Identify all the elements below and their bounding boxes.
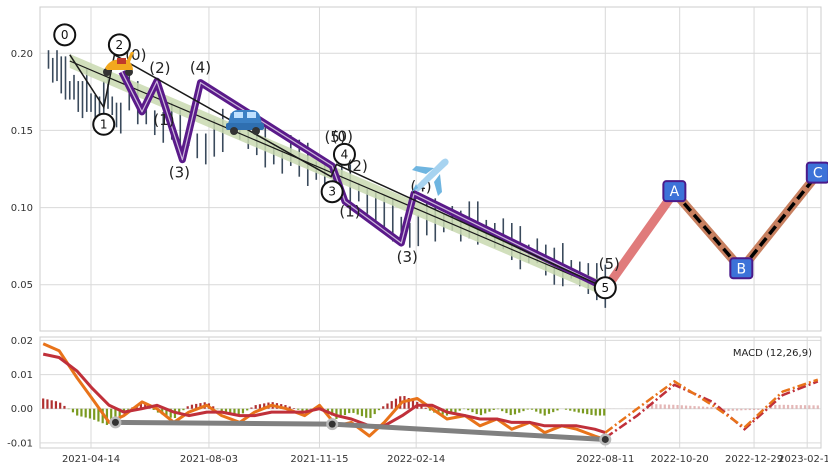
wave-circle-marker [593, 276, 617, 300]
wave-circle-label: 4 [341, 147, 349, 161]
airplane-icon [412, 158, 449, 196]
x-tick-label: 2023-02-17 [778, 454, 828, 465]
price-y-tick-label: 0.20 [11, 49, 33, 60]
projection-dashed-segment [739, 172, 820, 271]
x-tick-label: 2022-10-20 [651, 454, 709, 465]
x-tick-label: 2021-11-15 [290, 454, 348, 465]
macd-projection-line-a [604, 380, 819, 439]
secondary-wave [118, 70, 607, 291]
macd-trend-point [601, 435, 609, 443]
macd-y-tick-label: 0.00 [11, 404, 33, 415]
macd-y-tick-label: -0.01 [7, 438, 33, 449]
wave-paren-label: (3) [169, 164, 190, 182]
primary-wave-line [69, 53, 606, 289]
macd-line [42, 342, 606, 441]
wave-circle-marker [92, 112, 116, 136]
macd-trend-point [328, 420, 336, 428]
car-icon [226, 110, 264, 135]
macd-trend-point [111, 418, 119, 426]
wave-paren-label: (4) [190, 59, 211, 77]
price-y-tick-label: 0.15 [11, 126, 33, 137]
wave-paren-label: (1) [339, 202, 360, 220]
wave-circle-marker [53, 23, 77, 47]
projection-segment [600, 187, 679, 294]
x-axis-tick-labels: 2021-04-14 2021-08-03 2021-11-15 2022-02-14… [62, 454, 828, 465]
abc-box-label: C [813, 166, 823, 182]
wave-paren-label: (5) [599, 255, 620, 273]
wave-paren-label: (5) [324, 128, 345, 146]
macd-projection-line-b [604, 378, 819, 434]
x-tick-label: 2022-02-14 [387, 454, 445, 465]
wave-circle-label: 0 [61, 28, 69, 42]
wave-circle-marker [107, 33, 131, 57]
x-tick-label: 2022-08-11 [576, 454, 634, 465]
wave-paren-label: (0) [332, 128, 353, 146]
wave-labels: 012345(0)(1)(2)(3)(4)(5)(0)(1)(2)(3)(4)(… [53, 23, 828, 300]
abc-projection [600, 169, 823, 294]
abc-box-label: B [737, 261, 747, 277]
price-y-tick-label: 0.05 [11, 280, 33, 291]
primary-wave [69, 53, 606, 289]
price-panel: 0.05 0.10 0.15 0.20 0 1 2 3 4 5 (0) (1) (2) (3) (4) (5… [11, 6, 828, 332]
wave-circle-marker [332, 142, 356, 166]
wave-paren-label: (3) [397, 248, 418, 266]
secondary-wave-highlight [121, 71, 606, 289]
macd-y-tick-label: 0.02 [11, 336, 33, 347]
macd-label: MACD (12,26,9) [733, 348, 812, 359]
wave-circle-label: 5 [601, 281, 609, 295]
wave-paren-label: (2) [149, 59, 170, 77]
wave-paren-label: (1) [153, 111, 174, 129]
macd-y-tick-label: 0.01 [11, 370, 33, 381]
abc-box [729, 257, 754, 280]
abc-box [805, 161, 828, 184]
projection-dashed-segment [673, 190, 743, 271]
price-y-tick-label: 0.10 [11, 203, 33, 214]
macd-lines [42, 342, 819, 446]
abc-box-label: A [670, 184, 680, 200]
x-tick-label: 2021-04-14 [62, 454, 120, 465]
x-tick-label: 2022-12-29 [725, 454, 783, 465]
price-y-tick-labels: 0.05 0.10 0.15 0.20 [11, 49, 33, 291]
wave-paren-label: (2) [347, 157, 368, 175]
wave-circle-marker [320, 180, 344, 204]
wave-circle-label: 3 [328, 185, 336, 199]
signal-line [42, 352, 606, 435]
decorative-icons [103, 52, 449, 196]
abc-box [662, 180, 687, 203]
scooter-icon [103, 52, 134, 76]
wave-circle-label: 2 [116, 38, 124, 52]
wave-circle-label: 1 [100, 117, 108, 131]
macd-panel: -0.01 0.00 0.01 0.02 MACD (12,26,9) [7, 336, 822, 449]
macd-y-tick-labels: -0.01 0.00 0.01 0.02 [7, 336, 33, 449]
x-tick-label: 2021-08-03 [180, 454, 238, 465]
